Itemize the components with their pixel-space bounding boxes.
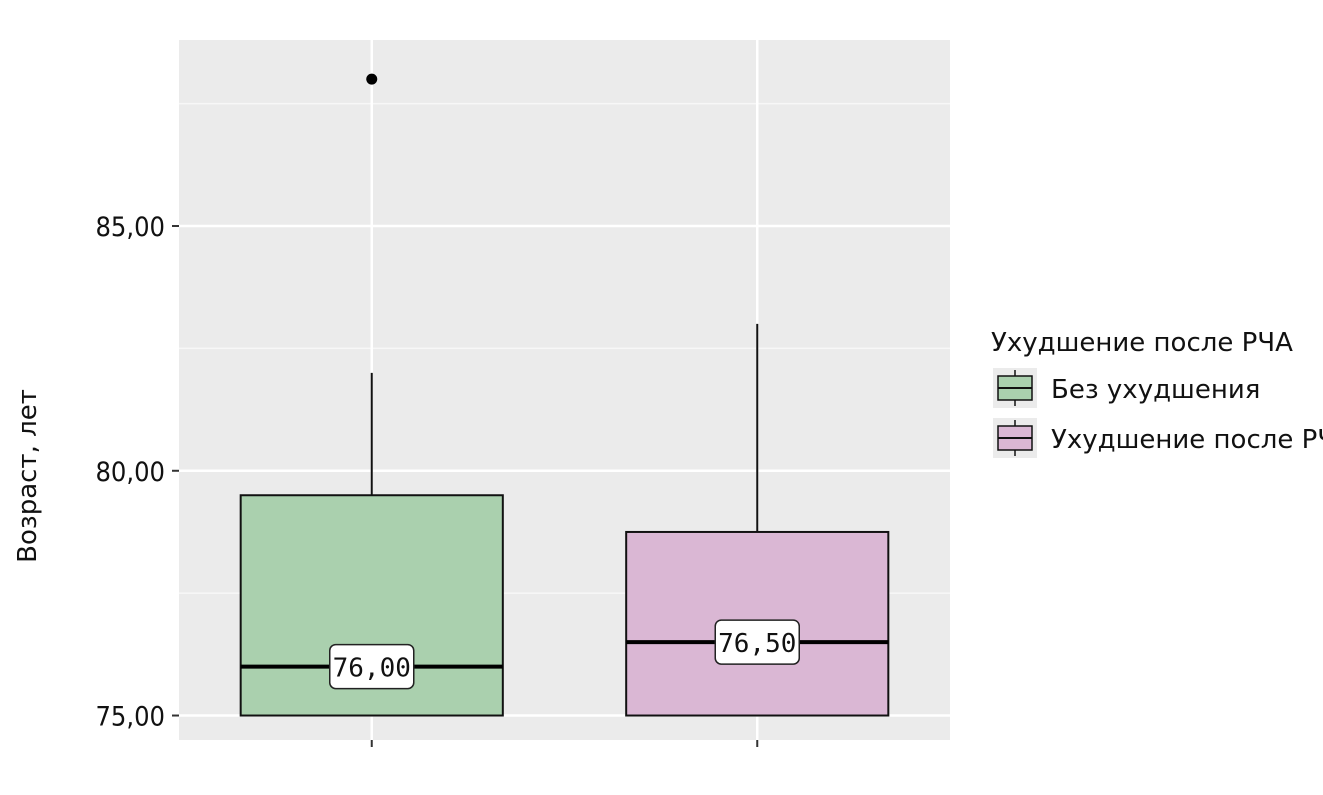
y-tick-label: 85,00 <box>95 212 165 243</box>
box-2: 76,50 <box>625 323 890 717</box>
median-label: 76,50 <box>718 629 796 659</box>
outlier-point <box>366 73 378 85</box>
legend-label: Без ухудшения <box>1051 375 1260 405</box>
y-tick-label: 80,00 <box>95 457 165 488</box>
boxes: 76,00 76,50 <box>239 73 890 717</box>
y-tick-label: 75,00 <box>95 702 165 733</box>
median-label: 76,00 <box>333 654 411 684</box>
y-axis-ticks: 75,00 80,00 85,00 <box>95 212 179 733</box>
median-label-box <box>329 643 415 690</box>
legend-title: Ухудшение после РЧА <box>991 328 1293 358</box>
median-label-box <box>714 619 800 665</box>
legend-label: Ухудшение после РЧА <box>1051 425 1323 455</box>
x-axis-ticks <box>370 740 759 747</box>
y-axis-label: Возраст, лет <box>13 389 43 563</box>
box-1: 76,00 <box>239 73 504 717</box>
legend-items: Без ухудшения Ухудшение после РЧА <box>993 368 1323 458</box>
legend-item-1: Без ухудшения <box>993 368 1260 408</box>
legend-item-2: Ухудшение после РЧА <box>993 418 1323 458</box>
legend: Ухудшение после РЧА Без ухудшения Ухудшен… <box>991 328 1323 458</box>
